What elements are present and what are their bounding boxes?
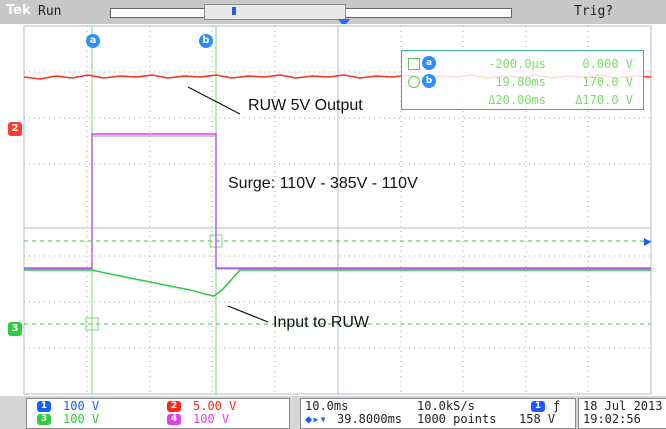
cursor-b-marker[interactable]: b — [199, 34, 213, 48]
horizontal-delay[interactable]: 39.8000ms — [337, 412, 403, 426]
cursor-readout: a -200.0µs 0.000 V b 19.80ms 170.0 V Δ20… — [401, 50, 644, 110]
cursor-a-badge: a — [422, 56, 436, 70]
settings-bar: 1 100 V 2 5.00 V 3 100 V 4 100 V 10.0ms … — [0, 396, 666, 429]
ch2-reference-marker[interactable]: 2 — [8, 122, 22, 136]
sample-rate: 10.0kS/s — [417, 399, 475, 413]
timebase-panel: 10.0ms 10.0kS/s 1 ƒ ◆▸▾ 39.8000ms 1000 p… — [300, 398, 576, 429]
ch1-scale[interactable]: 100 V — [63, 399, 100, 413]
cursor-a-marker[interactable]: a — [86, 34, 100, 48]
trigger-slope-icon: ƒ — [553, 399, 561, 413]
ch3-trace — [24, 269, 651, 297]
ch4-trace — [24, 133, 651, 269]
ch3-reference-marker[interactable]: 3 — [8, 322, 22, 336]
cursor-select-icon — [408, 58, 420, 70]
ch1-chip[interactable]: 1 — [37, 401, 51, 412]
trigger-position-in-record — [232, 7, 236, 15]
ch2-scale[interactable]: 5.00 V — [193, 399, 237, 413]
readout-row-b: b 19.80ms 170.0 V — [402, 73, 643, 91]
annotation-input: Input to RUW — [273, 314, 370, 331]
ch4-scale[interactable]: 100 V — [193, 412, 230, 426]
brand-logo: Tek — [6, 1, 38, 21]
time-per-div[interactable]: 10.0ms — [305, 399, 349, 413]
cursor-a-voltage: 0.000 V — [582, 57, 633, 71]
readout-row-a: a -200.0µs 0.000 V — [402, 55, 643, 73]
cursor-b-voltage: 170.0 V — [582, 75, 633, 89]
record-length: 1000 points — [417, 412, 497, 426]
acquisition-state: Run — [38, 4, 62, 19]
ch3-scale[interactable]: 100 V — [63, 412, 100, 426]
channel-scale-panel: 1 100 V 2 5.00 V 3 100 V 4 100 V — [26, 398, 290, 429]
cursor-b-time: 19.80ms — [495, 75, 546, 89]
delay-icon: ◆▸▾ — [305, 412, 327, 426]
cursor-delta-voltage: Δ170.0 V — [575, 93, 633, 107]
annotation-surge: Surge: 110V - 385V - 110V — [228, 175, 418, 192]
date: 18 Jul 2013 — [583, 399, 663, 413]
annotation-ruw-output: RUW 5V Output — [248, 97, 363, 114]
cursor-b-badge: b — [422, 74, 436, 88]
status-bar: Tek Run Trig? — [0, 0, 666, 27]
date-panel: 18 Jul 2013 19:02:56 — [578, 398, 666, 429]
time: 19:02:56 — [583, 412, 641, 426]
record-view-window[interactable] — [204, 4, 346, 20]
readout-row-delta: Δ20.00ms Δ170.0 V — [402, 91, 643, 109]
ch1-trace — [24, 135, 651, 270]
trigger-position-marker[interactable] — [338, 19, 350, 27]
cursor-a-time: -200.0µs — [488, 57, 546, 71]
ch3-chip[interactable]: 3 — [37, 414, 51, 425]
trigger-source-chip[interactable]: 1 — [531, 401, 545, 412]
cursor-delta-time: Δ20.00ms — [488, 93, 546, 107]
ch4-chip[interactable]: 4 — [167, 414, 181, 425]
ch2-chip[interactable]: 2 — [167, 401, 181, 412]
trigger-state: Trig? — [574, 4, 614, 19]
cursor-link-icon — [408, 76, 420, 88]
trigger-level[interactable]: 158 V — [519, 412, 556, 426]
